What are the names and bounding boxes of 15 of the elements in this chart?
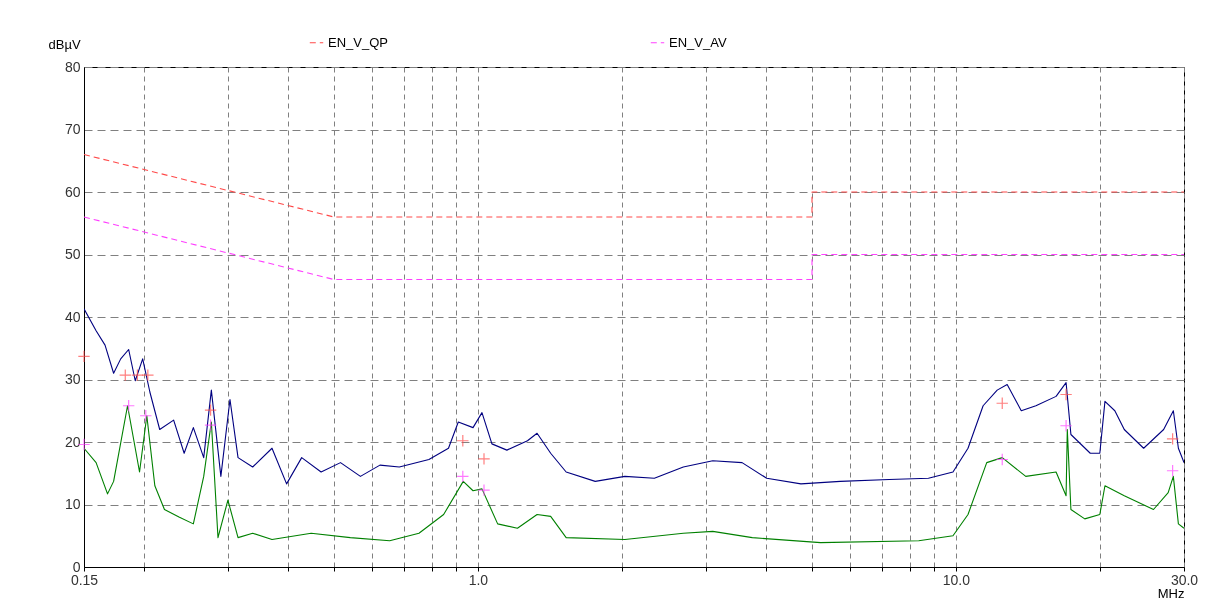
y-tick-label: 10 (64, 496, 81, 512)
x-tick-label: 1.0 (468, 571, 489, 588)
x-tick-label: 30.0 (1170, 571, 1199, 588)
y-tick-label: 80 (64, 58, 81, 75)
x-axis-title: MHz (1157, 585, 1185, 601)
x-tick-label: 10.0 (942, 571, 971, 588)
legend-label: EN_V_AV (669, 34, 727, 50)
y-axis-title: dBµV (48, 36, 81, 52)
y-tick-label: 70 (64, 121, 81, 137)
legend-label: EN_V_QP (328, 34, 388, 50)
y-tick-label: 30 (64, 371, 81, 387)
y-tick-label: 60 (64, 183, 81, 200)
y-tick-label: 20 (64, 433, 81, 450)
y-tick-label: 50 (64, 246, 81, 262)
y-tick-label: 40 (64, 308, 81, 325)
